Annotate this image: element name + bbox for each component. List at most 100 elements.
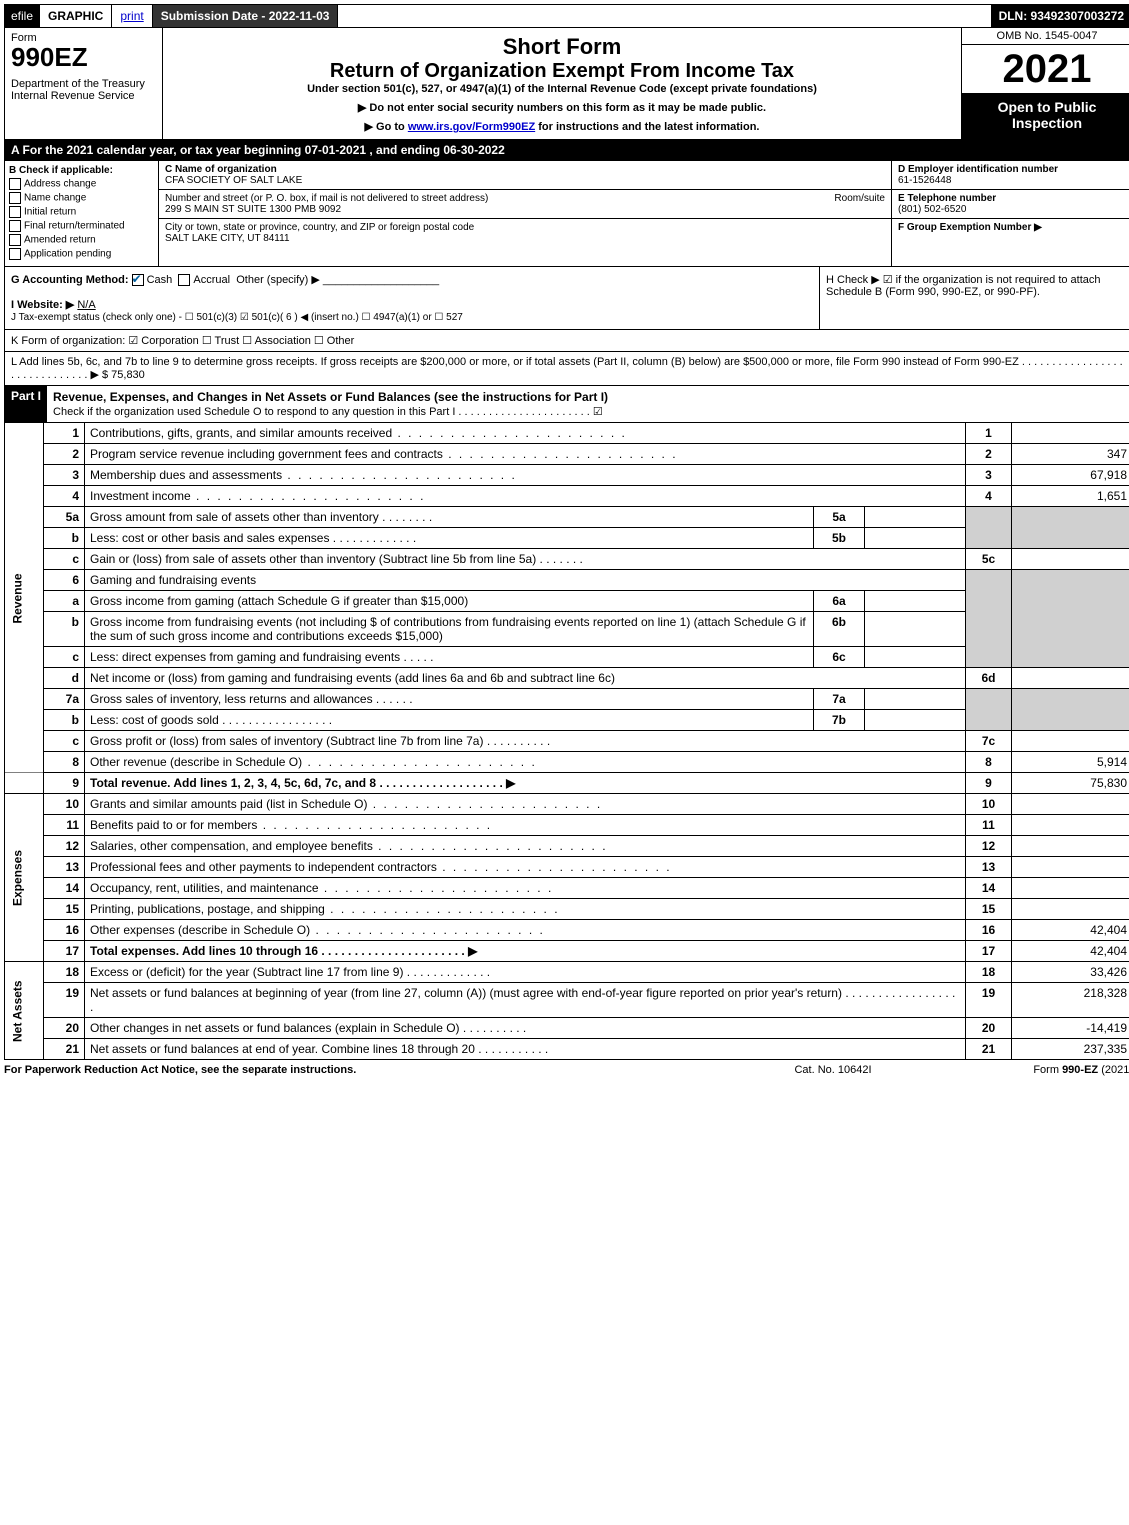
- l4-num: 4: [44, 486, 85, 507]
- under-section-text: Under section 501(c), 527, or 4947(a)(1)…: [169, 83, 955, 95]
- check-amended-return[interactable]: Amended return: [9, 234, 154, 246]
- l15-desc: Printing, publications, postage, and shi…: [85, 899, 966, 920]
- l6-desc: Gaming and fundraising events: [85, 570, 966, 591]
- org-name: CFA SOCIETY OF SALT LAKE: [165, 175, 302, 186]
- check-initial-return[interactable]: Initial return: [9, 206, 154, 218]
- l7b-mv: [865, 710, 966, 731]
- l21-desc: Net assets or fund balances at end of ye…: [85, 1039, 966, 1060]
- l2-num: 2: [44, 444, 85, 465]
- l6b-num: b: [44, 612, 85, 647]
- city-row: City or town, state or province, country…: [159, 219, 891, 247]
- l3-num: 3: [44, 465, 85, 486]
- l4-rn: 4: [966, 486, 1012, 507]
- l11-rn: 11: [966, 815, 1012, 836]
- part1-header: Part I Revenue, Expenses, and Changes in…: [4, 386, 1129, 423]
- opt-final: Final return/terminated: [24, 221, 125, 232]
- header-left: Form 990EZ Department of the Treasury In…: [5, 28, 163, 139]
- l1-num: 1: [44, 423, 85, 444]
- form-header: Form 990EZ Department of the Treasury In…: [4, 28, 1129, 140]
- l11-num: 11: [44, 815, 85, 836]
- footer-right-suffix: (2021): [1098, 1064, 1129, 1076]
- l14-rv: [1012, 878, 1129, 899]
- l12-desc: Salaries, other compensation, and employ…: [85, 836, 966, 857]
- department-label: Department of the Treasury Internal Reve…: [11, 78, 156, 102]
- l8-num: 8: [44, 752, 85, 773]
- l17-num: 17: [44, 941, 85, 962]
- l8-desc: Other revenue (describe in Schedule O): [85, 752, 966, 773]
- l21-rv: 237,335: [1012, 1039, 1129, 1060]
- opt-amended: Amended return: [24, 235, 96, 246]
- lines-table: Revenue 1 Contributions, gifts, grants, …: [4, 423, 1129, 1060]
- l12-rv: [1012, 836, 1129, 857]
- l5c-num: c: [44, 549, 85, 570]
- city-value: SALT LAKE CITY, UT 84111: [165, 233, 290, 244]
- l7a-desc: Gross sales of inventory, less returns a…: [85, 689, 814, 710]
- label-name: C Name of organization: [165, 164, 277, 175]
- l16-rn: 16: [966, 920, 1012, 941]
- l21-num: 21: [44, 1039, 85, 1060]
- check-final-return[interactable]: Final return/terminated: [9, 220, 154, 232]
- submission-date: Submission Date - 2022-11-03: [153, 5, 339, 27]
- l14-num: 14: [44, 878, 85, 899]
- row-gh: G Accounting Method: Cash Accrual Other …: [4, 267, 1129, 330]
- l7b-num: b: [44, 710, 85, 731]
- l6b-mn: 6b: [814, 612, 865, 647]
- l8-rn: 8: [966, 752, 1012, 773]
- l19-rv: 218,328: [1012, 983, 1129, 1018]
- opt-pending: Application pending: [24, 249, 111, 260]
- irs-link[interactable]: www.irs.gov/Form990EZ: [408, 121, 535, 133]
- l17-rn: 17: [966, 941, 1012, 962]
- l6d-rv: [1012, 668, 1129, 689]
- check-name-change[interactable]: Name change: [9, 192, 154, 204]
- check-address-change[interactable]: Address change: [9, 178, 154, 190]
- short-form-title: Short Form: [169, 34, 955, 60]
- label-group-exempt: F Group Exemption Number ▶: [898, 222, 1042, 233]
- l7b-desc: Less: cost of goods sold . . . . . . . .…: [85, 710, 814, 731]
- print-anchor[interactable]: print: [120, 9, 143, 23]
- box-def: D Employer identification number 61-1526…: [891, 161, 1129, 266]
- l6c-num: c: [44, 647, 85, 668]
- l10-rn: 10: [966, 794, 1012, 815]
- l11-rv: [1012, 815, 1129, 836]
- l15-rv: [1012, 899, 1129, 920]
- label-g: G Accounting Method:: [11, 274, 129, 286]
- inspection-label: Open to Public Inspection: [962, 93, 1129, 139]
- opt-name: Name change: [24, 193, 86, 204]
- label-street: Number and street (or P. O. box, if mail…: [165, 193, 488, 204]
- tax-year: 2021: [962, 45, 1129, 93]
- l18-rn: 18: [966, 962, 1012, 983]
- l5-shade: [966, 507, 1012, 549]
- l6c-mn: 6c: [814, 647, 865, 668]
- part1-label: Part I: [5, 386, 47, 422]
- l2-rn: 2: [966, 444, 1012, 465]
- l6c-mv: [865, 647, 966, 668]
- l1-rn: 1: [966, 423, 1012, 444]
- l13-rn: 13: [966, 857, 1012, 878]
- l5a-mn: 5a: [814, 507, 865, 528]
- l3-rv: 67,918: [1012, 465, 1129, 486]
- l18-num: 18: [44, 962, 85, 983]
- box-c: C Name of organization CFA SOCIETY OF SA…: [159, 161, 891, 266]
- check-accrual[interactable]: [178, 274, 190, 286]
- row-h-text: H Check ▶ ☑ if the organization is not r…: [826, 274, 1101, 298]
- l9-rv: 75,830: [1012, 773, 1129, 794]
- print-link[interactable]: print: [112, 5, 152, 27]
- check-application-pending[interactable]: Application pending: [9, 248, 154, 260]
- l18-rv: 33,426: [1012, 962, 1129, 983]
- check-cash[interactable]: [132, 274, 144, 286]
- room-suite-label: Room/suite: [834, 193, 885, 204]
- l6a-num: a: [44, 591, 85, 612]
- dln-number: DLN: 93492307003272: [991, 5, 1129, 27]
- l6a-mv: [865, 591, 966, 612]
- info-grid: B Check if applicable: Address change Na…: [4, 161, 1129, 267]
- l3-rn: 3: [966, 465, 1012, 486]
- l7c-desc: Gross profit or (loss) from sales of inv…: [85, 731, 966, 752]
- l19-desc: Net assets or fund balances at beginning…: [85, 983, 966, 1018]
- l14-desc: Occupancy, rent, utilities, and maintena…: [85, 878, 966, 899]
- graphic-label: GRAPHIC: [40, 5, 112, 27]
- l10-num: 10: [44, 794, 85, 815]
- l16-desc: Other expenses (describe in Schedule O): [85, 920, 966, 941]
- part1-title: Revenue, Expenses, and Changes in Net As…: [47, 386, 1129, 422]
- l7c-rn: 7c: [966, 731, 1012, 752]
- l17-desc: Total expenses. Add lines 10 through 16 …: [85, 941, 966, 962]
